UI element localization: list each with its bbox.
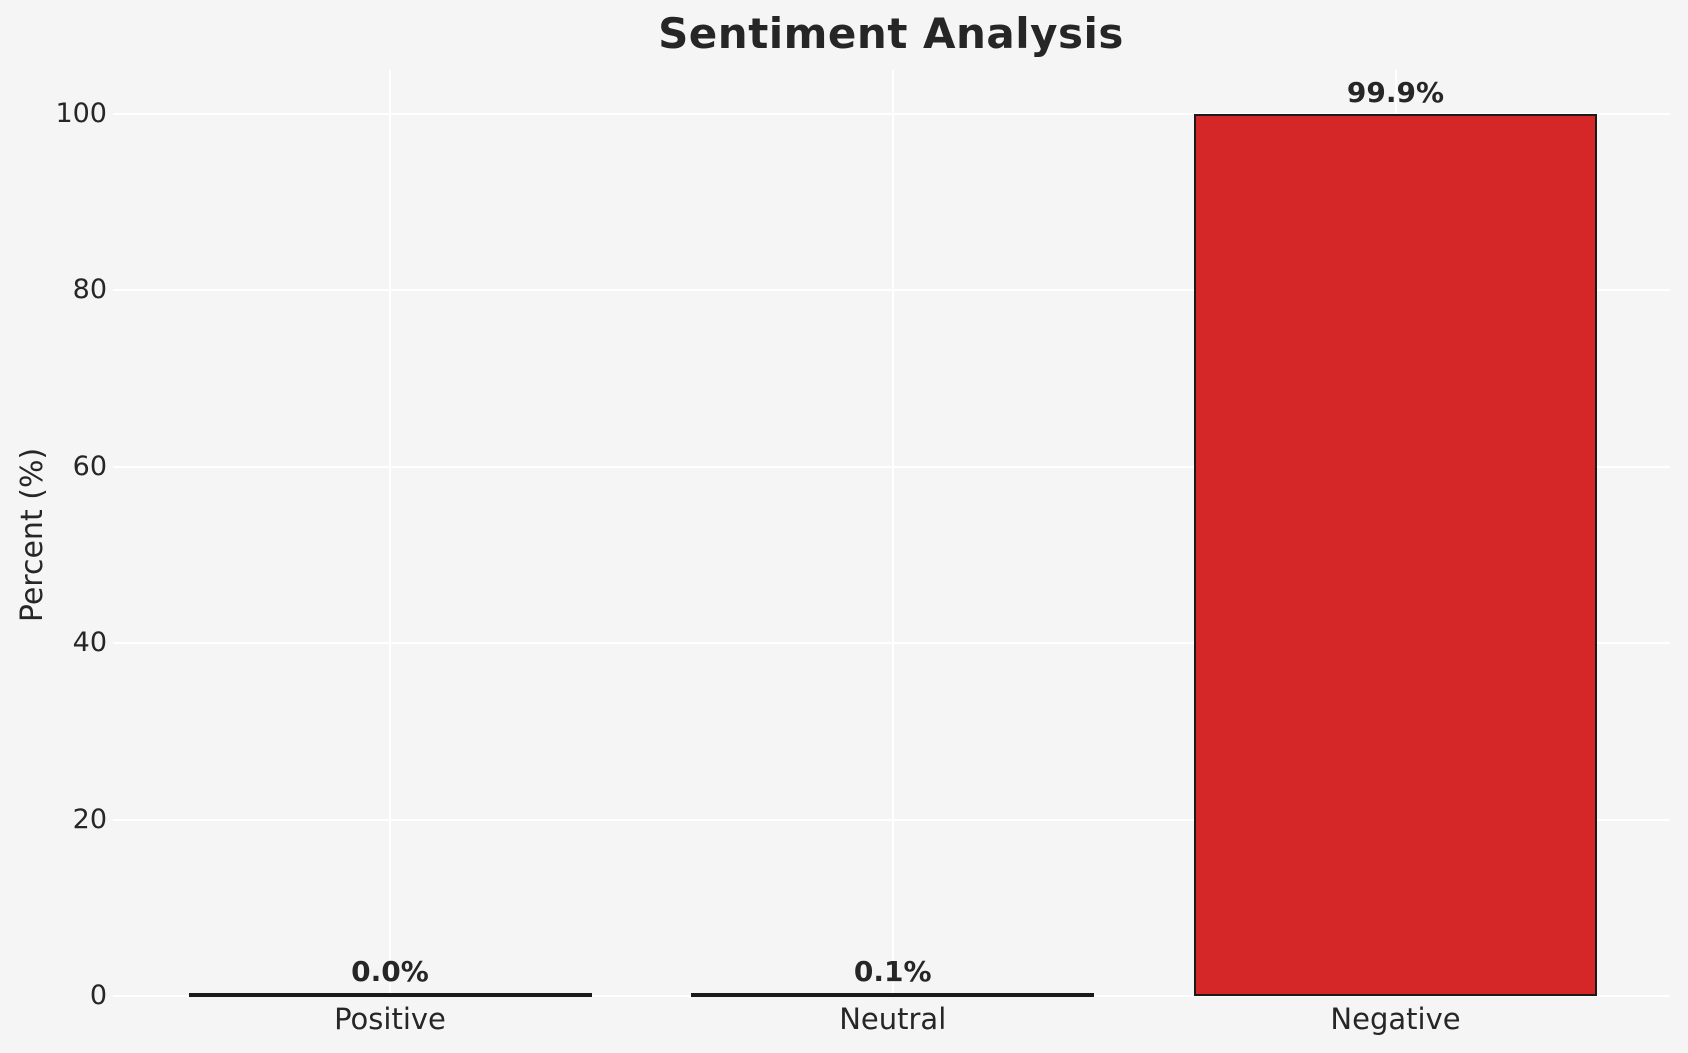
y-gridline-100 bbox=[113, 112, 1670, 115]
x-tick-label-neutral: Neutral bbox=[839, 1002, 947, 1036]
y-gridline-60 bbox=[113, 465, 1670, 468]
y-gridline-20 bbox=[113, 818, 1670, 821]
bar-negative bbox=[1194, 114, 1597, 996]
x-tick-label-positive: Positive bbox=[334, 1002, 446, 1036]
y-tick-label-0: 0 bbox=[89, 980, 107, 1011]
bar-positive bbox=[188, 993, 592, 997]
y-axis-label: Percent (%) bbox=[15, 447, 50, 623]
y-tick-label-80: 80 bbox=[72, 274, 107, 305]
bar-value-label-positive: 0.0% bbox=[351, 955, 429, 988]
bar-value-label-negative: 99.9% bbox=[1346, 76, 1445, 109]
bar-value-label-neutral: 0.1% bbox=[853, 955, 932, 988]
y-tick-label-100: 100 bbox=[55, 97, 107, 129]
y-tick-label-40: 40 bbox=[72, 627, 107, 658]
x-gridline-neutral bbox=[891, 70, 894, 996]
y-tick-label-60: 60 bbox=[72, 450, 107, 482]
bar-neutral bbox=[691, 993, 1095, 997]
y-tick-label-20: 20 bbox=[72, 803, 107, 835]
y-gridline-80 bbox=[113, 289, 1670, 291]
x-gridline-positive bbox=[389, 70, 391, 996]
x-tick-label-negative: Negative bbox=[1330, 1002, 1461, 1036]
y-gridline-40 bbox=[113, 642, 1670, 644]
chart-title: Sentiment Analysis bbox=[658, 9, 1124, 58]
